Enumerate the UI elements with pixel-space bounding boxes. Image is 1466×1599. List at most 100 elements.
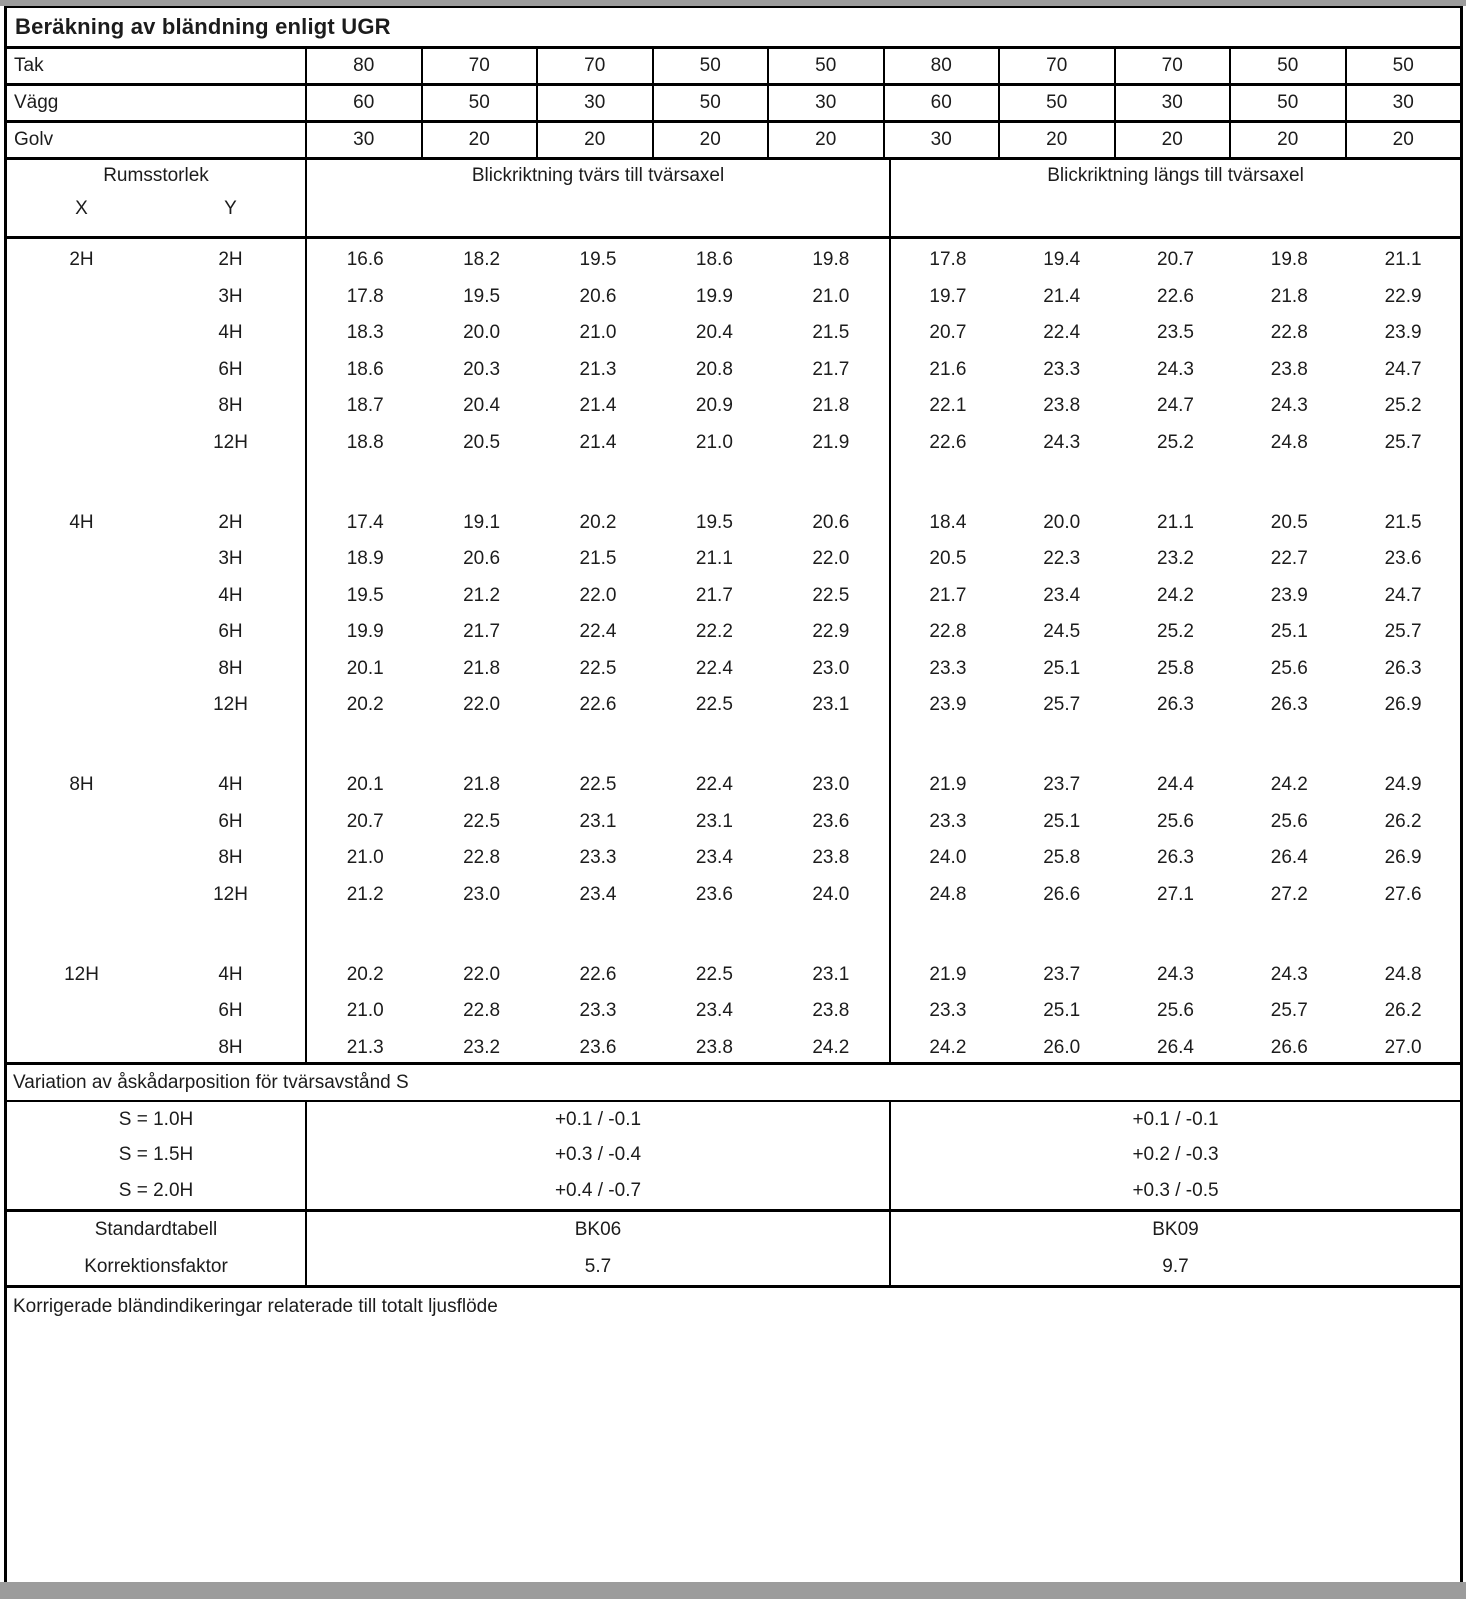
y-label: 8H	[218, 395, 243, 417]
reflectance-value: 20	[651, 123, 768, 157]
room-size-header-cell: Rumsstorlek X Y	[7, 160, 305, 236]
ugr-values-tvars-column: 16.6 18.2 19.5 18.6 19.8 17.8 19.5 20.6 19.9 21.0…	[305, 239, 889, 1062]
ugr-value: 21.1	[695, 548, 733, 570]
room-size-row: 3H	[7, 279, 305, 316]
ugr-value: 22.8	[1270, 322, 1308, 344]
reflectance-value: 30	[305, 123, 421, 157]
ugr-value: 21.5	[812, 322, 850, 344]
ugr-value: 20.4	[463, 395, 501, 417]
ugr-value: 24.0	[812, 883, 850, 905]
variation-value-langs: +0.3 / -0.5	[1132, 1180, 1219, 1202]
ugr-value: 23.5	[1157, 322, 1194, 344]
ugr-row-langs: 23.3 25.1 25.6 25.7 26.2	[891, 993, 1460, 1030]
group2-header: Blickriktning längs till tvärsaxel	[889, 160, 1460, 236]
ugr-value: 21.8	[463, 657, 501, 679]
ugr-value: 26.6	[1270, 1036, 1308, 1058]
ugr-value: 23.4	[579, 883, 617, 905]
ugr-value: 22.9	[812, 621, 850, 643]
room-size-row: 12H	[7, 877, 305, 914]
ugr-row-tvars: 21.0 22.8 23.3 23.4 23.8	[307, 840, 889, 877]
ugr-value: 20.3	[463, 358, 501, 380]
ugr-value: 24.8	[1384, 963, 1422, 985]
ugr-value: 24.2	[1270, 774, 1308, 796]
ugr-value: 23.6	[579, 1036, 617, 1058]
xy-header-line: X Y	[7, 198, 305, 220]
ugr-value: 23.3	[579, 847, 617, 869]
ugr-value: 23.8	[812, 847, 850, 869]
ugr-value: 20.7	[929, 322, 967, 344]
ugr-value: 25.8	[1043, 847, 1081, 869]
ugr-value: 23.4	[1043, 584, 1081, 606]
ugr-value: 26.4	[1157, 1036, 1194, 1058]
ugr-value: 18.3	[346, 322, 384, 344]
ugr-value: 25.7	[1384, 431, 1422, 453]
ugr-value: 21.9	[929, 774, 967, 796]
ugr-value: 23.0	[812, 774, 850, 796]
group-spacer	[891, 724, 1460, 768]
ugr-value: 22.4	[695, 657, 733, 679]
room-size-row: 6H	[7, 614, 305, 651]
variation-row-label: S = 1.5H	[118, 1144, 194, 1166]
ugr-value: 17.8	[929, 249, 967, 271]
ugr-value: 25.7	[1043, 694, 1081, 716]
ugr-value: 20.7	[346, 810, 384, 832]
ugr-value: 21.1	[1384, 249, 1422, 271]
ugr-value: 21.0	[346, 1000, 384, 1022]
y-label: 2H	[218, 249, 243, 271]
ugr-row-tvars: 20.2 22.0 22.6 22.5 23.1	[307, 957, 889, 994]
ugr-value: 20.2	[346, 963, 384, 985]
summary-labels-column: Standardtabell Korrektionsfaktor	[7, 1212, 305, 1285]
ugr-value: 23.6	[695, 883, 733, 905]
ugr-value: 23.8	[812, 1000, 850, 1022]
ugr-value: 24.8	[1270, 431, 1308, 453]
ugr-value: 17.8	[346, 285, 384, 307]
ugr-row-langs: 24.8 26.6 27.1 27.2 27.6	[891, 877, 1460, 914]
summary-row-label: Standardtabell	[94, 1219, 218, 1241]
ugr-row-tvars: 18.9 20.6 21.5 21.1 22.0	[307, 541, 889, 578]
ugr-value: 23.9	[1384, 322, 1422, 344]
ugr-value: 19.1	[463, 511, 501, 533]
ugr-value: 21.3	[346, 1036, 384, 1058]
variation-value-tvars: +0.1 / -0.1	[554, 1108, 642, 1130]
variation-row-label: S = 2.0H	[118, 1180, 194, 1202]
ugr-value: 24.3	[1270, 963, 1308, 985]
room-size-row: 12H	[7, 425, 305, 462]
ugr-value: 22.9	[1384, 285, 1422, 307]
ugr-value: 24.3	[1157, 963, 1194, 985]
group-spacer	[7, 724, 305, 768]
ugr-table: Beräkning av bländning enligt UGR Tak 80 7…	[4, 6, 1463, 1582]
ugr-value: 21.0	[346, 847, 384, 869]
ugr-value: 26.9	[1384, 847, 1422, 869]
ugr-row-tvars: 21.0 22.8 23.3 23.4 23.8	[307, 993, 889, 1030]
ugr-row-tvars: 18.3 20.0 21.0 20.4 21.5	[307, 315, 889, 352]
ugr-value: 22.5	[695, 963, 733, 985]
ugr-row-langs: 21.7 23.4 24.2 23.9 24.7	[891, 578, 1460, 615]
ugr-value: 24.7	[1384, 584, 1422, 606]
column-header-row: Rumsstorlek X Y Blickriktning tvärs till…	[7, 160, 1460, 239]
ugr-value: 22.5	[695, 694, 733, 716]
ugr-value: 25.8	[1157, 657, 1194, 679]
variation-langs-column: +0.1 / -0.1 +0.2 / -0.3 +0.3 / -0.5	[889, 1102, 1460, 1209]
ugr-value: 27.0	[1384, 1036, 1422, 1058]
ugr-value: 24.7	[1384, 358, 1422, 380]
ugr-value: 23.6	[1384, 548, 1422, 570]
ugr-value: 26.2	[1384, 810, 1422, 832]
ugr-value: 23.7	[1043, 963, 1081, 985]
variation-value-langs: +0.2 / -0.3	[1132, 1144, 1219, 1166]
ugr-value: 21.8	[812, 395, 850, 417]
y-label: 12H	[213, 431, 248, 453]
ugr-row-tvars: 16.6 18.2 19.5 18.6 19.8	[307, 242, 889, 279]
ugr-value: 24.2	[1157, 584, 1194, 606]
ugr-value: 24.5	[1043, 621, 1081, 643]
ugr-row-langs: 24.2 26.0 26.4 26.6 27.0	[891, 1030, 1460, 1067]
group-spacer	[891, 461, 1460, 505]
ugr-value: 21.5	[1384, 511, 1422, 533]
ugr-value: 25.1	[1043, 810, 1081, 832]
ugr-value: 22.5	[579, 774, 617, 796]
ugr-value: 21.3	[579, 358, 617, 380]
ugr-value: 18.9	[346, 548, 384, 570]
reflectance-value: 60	[305, 86, 421, 120]
ugr-value: 26.4	[1270, 847, 1308, 869]
ugr-row-tvars: 17.8 19.5 20.6 19.9 21.0	[307, 279, 889, 316]
ugr-value: 21.9	[929, 963, 967, 985]
